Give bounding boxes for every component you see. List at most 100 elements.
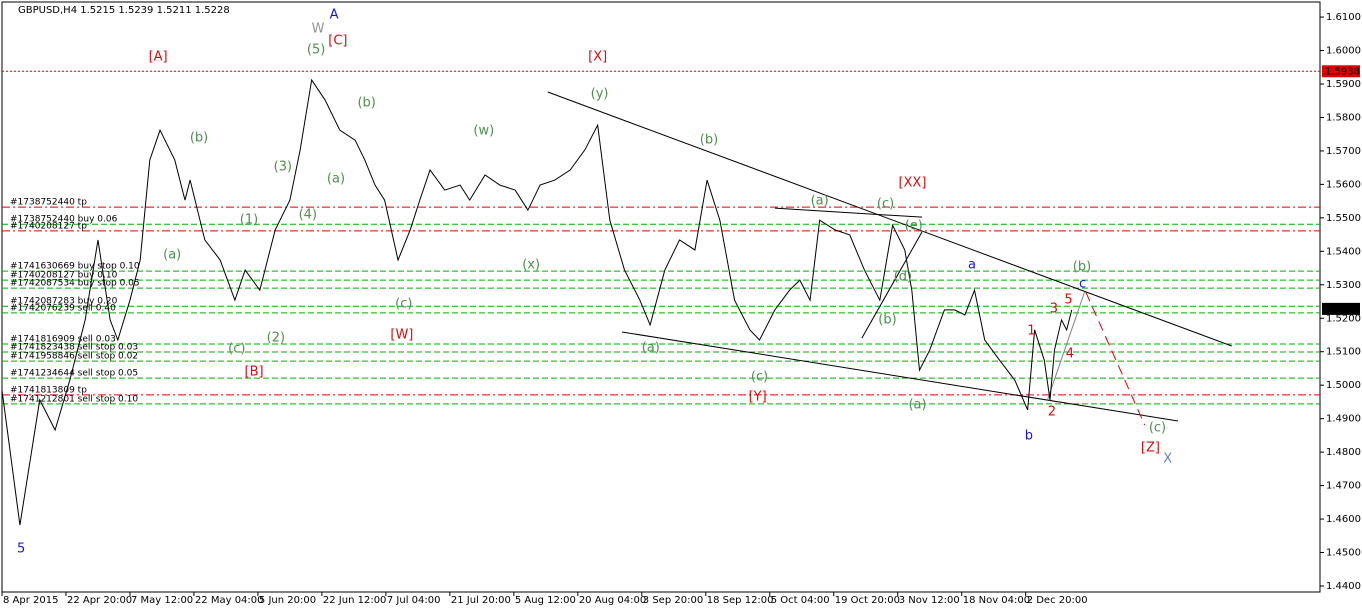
wave-label: (d)	[894, 270, 912, 285]
order-label: #1741823438 sell stop 0.03	[10, 343, 138, 353]
y-tick-label: 1.6000	[1326, 46, 1361, 57]
wave-label: (2)	[267, 330, 285, 345]
wave-label: [C]	[328, 34, 347, 49]
wave-label: (3)	[274, 159, 292, 174]
x-tick-label: 5 Oct 04:00	[771, 595, 830, 606]
y-tick-label: 1.4500	[1326, 548, 1361, 559]
trend-line	[1046, 291, 1086, 401]
wave-label: (b)	[357, 96, 375, 111]
chart-title: GBPUSD,H4 1.5215 1.5239 1.5211 1.5228	[18, 5, 230, 16]
x-tick-label: 18 Nov 04:00	[963, 595, 1030, 606]
wave-label: [B]	[245, 365, 264, 380]
wave-label: (w)	[473, 124, 494, 139]
wave-label: [A]	[149, 50, 168, 65]
trend-line	[774, 207, 923, 218]
x-tick-label: 22 Jun 12:00	[323, 595, 387, 606]
order-label: #1742076239 sell 0.40	[10, 303, 116, 313]
wave-label: (c)	[877, 197, 894, 212]
x-tick-label: 3 Nov 12:00	[899, 595, 960, 606]
y-tick-label: 1.5400	[1326, 246, 1361, 257]
order-label: #1738752440 tp	[10, 198, 87, 208]
order-label: #1741813809 tp	[10, 385, 87, 395]
wave-label: (c)	[751, 370, 768, 385]
plot-frame	[1, 1, 1321, 593]
x-tick-label: 18 Sep 12:00	[707, 595, 774, 606]
wave-label: (5)	[307, 43, 325, 58]
trend-line	[1085, 291, 1146, 426]
wave-label: b	[1025, 429, 1033, 444]
x-tick-label: 7 Jul 04:00	[387, 595, 441, 606]
order-label: #1738752440 buy 0.06	[10, 215, 118, 225]
price-tag	[1322, 65, 1360, 78]
price-line	[1, 78, 1073, 526]
x-tick-label: 22 Apr 20:00	[67, 595, 132, 606]
wave-label: A	[330, 8, 339, 23]
order-label: #1742087283 buy 0.20	[10, 297, 118, 307]
y-tick-label: 1.5000	[1326, 380, 1361, 391]
wave-label: W	[312, 22, 325, 37]
order-label: #1740208127 tp	[10, 221, 87, 231]
x-tick-label: 19 Oct 20:00	[835, 595, 900, 606]
wave-label: 1	[1027, 323, 1035, 338]
y-tick-label: 1.5900	[1326, 79, 1361, 90]
x-tick-label: 22 May 04:00	[195, 595, 264, 606]
wave-label: (c)	[228, 342, 245, 357]
trend-line	[621, 331, 1179, 422]
order-label: #1742087534 buy stop 0.05	[10, 279, 140, 289]
wave-label: (4)	[299, 208, 317, 223]
order-label: #1741234644 sell stop 0.05	[10, 369, 138, 379]
wave-label: (e)	[905, 218, 923, 233]
price-tag-label: 1.5938	[1325, 66, 1360, 77]
wave-label: 5	[1064, 293, 1072, 308]
wave-label: (a)	[908, 397, 926, 412]
wave-label: [X]	[588, 50, 607, 65]
wave-label: (a)	[811, 194, 829, 209]
y-tick-label: 1.4900	[1326, 414, 1361, 425]
order-label: #1741212801 sell stop 0.10	[10, 394, 138, 404]
y-tick-label: 1.6100	[1326, 12, 1361, 23]
y-tick-label: 1.4400	[1326, 581, 1361, 592]
wave-label: [Y]	[749, 389, 767, 404]
x-tick-label: 5 Aug 12:00	[515, 595, 576, 606]
y-tick-label: 1.5300	[1326, 280, 1361, 291]
x-tick-label: 2 Dec 20:00	[1027, 595, 1088, 606]
wave-label: (b)	[190, 131, 208, 146]
wave-label: (a)	[163, 248, 181, 263]
wave-label: (y)	[591, 87, 609, 102]
wave-label: [W]	[390, 327, 413, 342]
order-label: #1740208127 buy 0.10	[10, 271, 118, 281]
y-tick-label: 1.5600	[1326, 179, 1361, 190]
y-tick-label: 1.4700	[1326, 481, 1361, 492]
wave-label: X	[1163, 452, 1172, 467]
x-tick-label: 7 May 12:00	[131, 595, 193, 606]
price-tag-label: 1.5228	[1325, 304, 1360, 315]
order-label: #1741630669 buy stop 0.10	[10, 262, 140, 272]
wave-label: (b)	[700, 133, 718, 148]
y-tick-label: 1.5700	[1326, 146, 1361, 157]
wave-label: (1)	[240, 213, 258, 228]
wave-label: (b)	[1073, 260, 1091, 275]
y-tick-label: 1.5800	[1326, 112, 1361, 123]
trend-line	[547, 91, 1232, 347]
order-label: #1741816909 sell 0.03	[10, 335, 116, 345]
order-label: #1741958846 sell stop 0.02	[10, 352, 138, 362]
x-tick-label: 8 Apr 2015	[3, 595, 58, 606]
wave-label: 2	[1048, 404, 1056, 419]
wave-label: 4	[1066, 347, 1074, 362]
x-tick-label: 5 Jun 20:00	[259, 595, 316, 606]
price-tag	[1322, 302, 1360, 315]
y-tick-label: 1.4600	[1326, 514, 1361, 525]
wave-label: (a)	[327, 172, 345, 187]
x-tick-label: 21 Jul 20:00	[451, 595, 511, 606]
wave-label: (c)	[1149, 421, 1166, 436]
y-tick-label: 1.5500	[1326, 213, 1361, 224]
wave-label: [Z]	[1141, 441, 1160, 456]
x-tick-label: 20 Aug 04:00	[579, 595, 646, 606]
trend-line	[861, 231, 923, 339]
y-tick-label: 1.4800	[1326, 447, 1361, 458]
wave-label: 5	[17, 542, 25, 557]
wave-label: c	[1079, 277, 1086, 292]
wave-label: a	[968, 258, 976, 273]
